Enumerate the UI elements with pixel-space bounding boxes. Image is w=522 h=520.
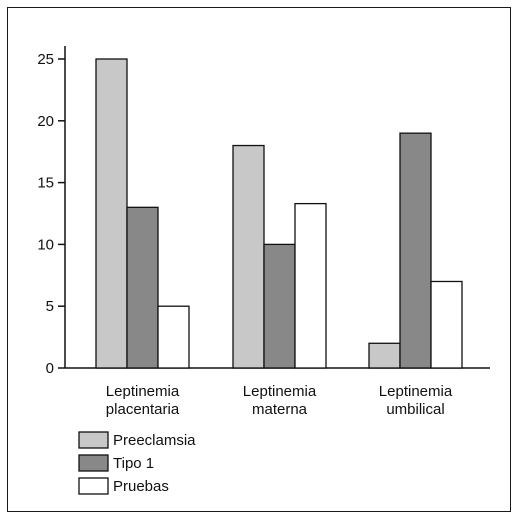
category-label: placentaria <box>106 401 180 418</box>
bar <box>399 132 432 369</box>
legend-swatch <box>78 431 109 449</box>
bar <box>430 280 463 369</box>
y-tick-label: 10 <box>37 236 54 253</box>
category-label: Leptinemia <box>106 383 180 400</box>
y-tick-label: 5 <box>46 298 54 315</box>
category-label: Leptinemia <box>379 383 453 400</box>
bar <box>157 305 190 369</box>
y-tick-label: 20 <box>37 113 54 130</box>
y-tick-label: 0 <box>46 360 54 377</box>
bar <box>368 342 401 369</box>
bar <box>232 144 265 369</box>
legend-label: Pruebas <box>113 478 169 495</box>
y-tick-label: 25 <box>37 51 54 68</box>
chart-frame <box>7 7 511 512</box>
bar <box>294 202 327 369</box>
y-tick-label: 15 <box>37 175 54 192</box>
legend-swatch <box>78 477 109 495</box>
bar <box>263 243 296 369</box>
category-label: materna <box>252 401 308 418</box>
category-label: umbilical <box>386 401 444 418</box>
category-label: Leptinemia <box>243 383 317 400</box>
legend-label: Tipo 1 <box>113 455 154 472</box>
legend-swatch <box>78 454 109 472</box>
bar <box>95 58 128 369</box>
legend-label: Preeclamsia <box>113 432 196 449</box>
bar <box>126 206 159 369</box>
